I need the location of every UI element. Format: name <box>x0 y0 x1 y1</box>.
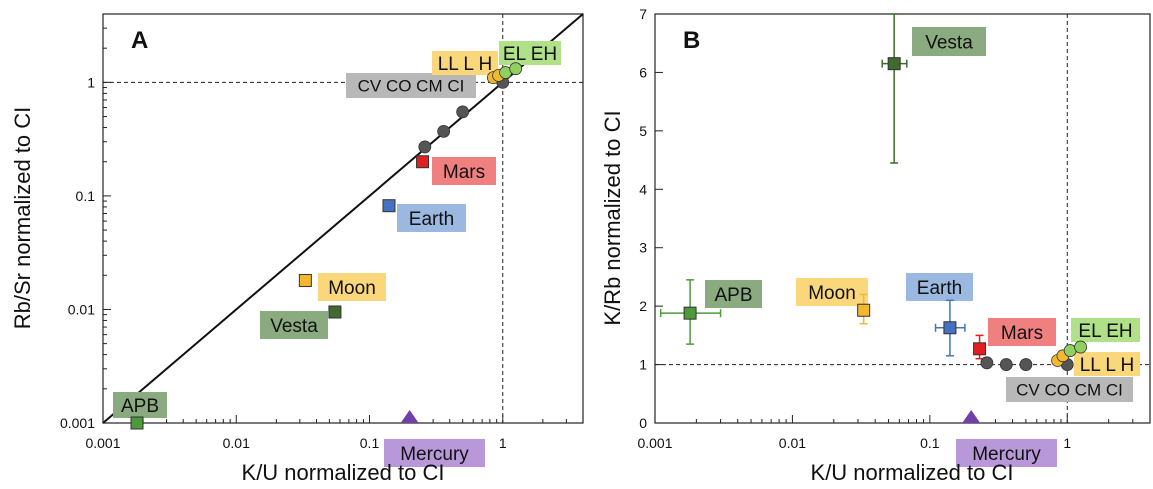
callout-box <box>906 273 973 301</box>
mercury-marker <box>962 410 981 423</box>
callout-box <box>260 311 328 339</box>
point-apb <box>130 416 144 430</box>
callout-box <box>988 318 1056 346</box>
y-tick-label: 1 <box>87 74 95 90</box>
callout-label: Vesta <box>925 33 973 54</box>
x-axis-label: K/U normalized to CI <box>242 460 445 485</box>
y-tick-label: 0.01 <box>68 301 95 317</box>
callout-box <box>346 73 476 98</box>
point-vesta <box>328 305 342 319</box>
y-tick-label: 6 <box>639 64 647 80</box>
point-moon <box>298 273 312 287</box>
point-co <box>437 124 451 138</box>
point-vesta <box>887 57 901 71</box>
callout-box <box>432 157 496 185</box>
y-tick-label: 5 <box>639 123 647 139</box>
x-tick-label: 0.1 <box>360 435 380 451</box>
x-tick-label: 0.01 <box>779 435 806 451</box>
callout-label: Mercury <box>400 444 469 465</box>
callout-box <box>796 278 868 306</box>
y-tick-label: 1 <box>639 357 647 373</box>
plot-frame <box>102 13 584 424</box>
callout-label: Earth <box>917 278 962 299</box>
x-tick-label: 0.1 <box>920 435 940 451</box>
y-tick-label: 0 <box>639 415 647 431</box>
y-axis-label: K/Rb normalized to CI <box>600 110 625 325</box>
plot-frame <box>654 13 1151 424</box>
x-tick-label: 1 <box>499 435 507 451</box>
point-moon <box>857 303 871 317</box>
panel-letter: A <box>131 27 148 54</box>
point-cv <box>418 140 432 154</box>
point-earth <box>382 199 396 213</box>
callout-label: LL L H <box>1080 355 1135 376</box>
callout-label: Mars <box>443 162 485 183</box>
y-tick-label: 3 <box>639 240 647 256</box>
callout-label: Vesta <box>270 316 318 337</box>
point-apb <box>683 306 697 320</box>
callout-box <box>499 41 561 65</box>
point-cv <box>980 356 994 370</box>
callout-label: APB <box>121 396 159 417</box>
point-eh <box>1074 340 1087 354</box>
y-axis-label: Rb/Sr normalized to CI <box>10 107 35 330</box>
callout-box <box>113 392 167 418</box>
x-axis-label: K/U normalized to CI <box>811 460 1014 485</box>
point-cm <box>456 105 470 119</box>
callout-box <box>912 27 986 56</box>
y-tick-label: 4 <box>639 181 647 197</box>
callout-label: Mars <box>1001 323 1043 344</box>
callout-label: EL EH <box>503 44 557 65</box>
callout-label: Mercury <box>972 444 1041 465</box>
callout-label: CV CO CM CI <box>358 77 465 96</box>
callout-label: LL L H <box>438 54 493 75</box>
callout-box <box>384 439 485 467</box>
point-mars <box>973 342 987 356</box>
callout-label: Earth <box>409 209 454 230</box>
panel-a: 0.001 0.01 0.1 1 0.001 0.01 0.1 1 APB Vesta Moon Ea… <box>10 13 584 485</box>
y-tick-label: 0.1 <box>76 188 96 204</box>
callout-box <box>318 273 386 301</box>
y-tick-label: 0.001 <box>60 415 95 431</box>
callout-label: CV CO CM CI <box>1016 381 1123 400</box>
callout-box <box>397 204 466 232</box>
y-tick-label: 7 <box>639 6 647 22</box>
panel-b: 0.001 0.01 0.1 1 0 1 2 3 4 5 6 7 Vesta APB Moon Earth Ma… <box>600 6 1151 485</box>
callout-box <box>432 51 498 75</box>
point-cm <box>1019 358 1033 371</box>
mercury-marker <box>400 410 419 423</box>
x-tick-label: 0.001 <box>85 435 120 451</box>
point-earth <box>943 321 957 335</box>
callout-box <box>705 280 762 308</box>
x-tick-label: 0.001 <box>637 435 672 451</box>
x-tick-label: 0.01 <box>223 435 250 451</box>
callout-label: EL EH <box>1078 321 1132 342</box>
callout-box <box>956 439 1057 467</box>
callout-box <box>1071 318 1140 342</box>
point-co <box>999 358 1013 371</box>
callout-label: Moon <box>808 283 856 304</box>
callout-box <box>1074 352 1140 376</box>
panel-letter: B <box>683 27 700 54</box>
x-tick-label: 1 <box>1063 435 1071 451</box>
point-mars <box>416 155 430 169</box>
callout-box <box>1006 377 1133 402</box>
point-eh <box>509 62 523 76</box>
callout-label: APB <box>714 285 752 306</box>
callout-label: Moon <box>328 278 376 299</box>
y-tick-label: 2 <box>639 298 647 314</box>
